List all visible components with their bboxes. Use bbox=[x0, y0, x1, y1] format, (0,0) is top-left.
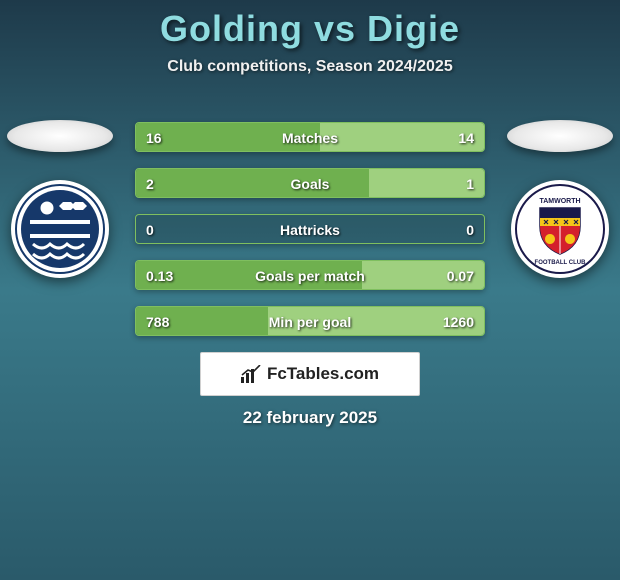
stat-row: 788Min per goal1260 bbox=[135, 306, 485, 336]
club-left-logo bbox=[11, 180, 109, 278]
chart-icon bbox=[241, 365, 261, 383]
stat-label: Goals bbox=[136, 169, 484, 198]
stat-value-right: 0 bbox=[466, 215, 474, 244]
watermark: FcTables.com bbox=[200, 352, 420, 396]
watermark-text: FcTables.com bbox=[267, 364, 379, 384]
stat-value-right: 1 bbox=[466, 169, 474, 198]
stat-value-right: 14 bbox=[458, 123, 474, 152]
stat-row: 16Matches14 bbox=[135, 122, 485, 152]
pedestal-right bbox=[507, 120, 613, 152]
stat-row: 2Goals1 bbox=[135, 168, 485, 198]
stats-table: 16Matches14 2Goals1 0Hattricks0 0.13Goals p… bbox=[135, 122, 485, 352]
stat-label: Min per goal bbox=[136, 307, 484, 336]
stat-value-right: 1260 bbox=[443, 307, 474, 336]
page-title: Golding vs Digie bbox=[0, 0, 620, 50]
pedestal-left bbox=[7, 120, 113, 152]
date-label: 22 february 2025 bbox=[0, 408, 620, 428]
stat-row: 0.13Goals per match0.07 bbox=[135, 260, 485, 290]
stat-value-right: 0.07 bbox=[447, 261, 474, 290]
club-left-column bbox=[0, 120, 120, 278]
svg-text:TAMWORTH: TAMWORTH bbox=[539, 198, 580, 205]
club-right-column: TAMWORTH FOOTBALL CLUB bbox=[500, 120, 620, 278]
stat-label: Hattricks bbox=[136, 215, 484, 244]
club-right-logo: TAMWORTH FOOTBALL CLUB bbox=[511, 180, 609, 278]
subtitle: Club competitions, Season 2024/2025 bbox=[0, 58, 620, 76]
stat-label: Matches bbox=[136, 123, 484, 152]
svg-text:FOOTBALL CLUB: FOOTBALL CLUB bbox=[535, 260, 587, 266]
stat-label: Goals per match bbox=[136, 261, 484, 290]
stat-row: 0Hattricks0 bbox=[135, 214, 485, 244]
